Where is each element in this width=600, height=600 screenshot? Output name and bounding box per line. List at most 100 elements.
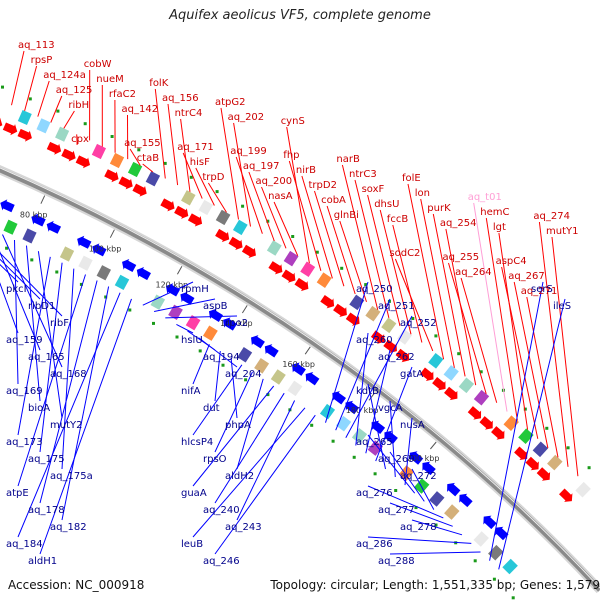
gc-marker (5, 246, 9, 250)
reverse-gene-arrow (384, 430, 398, 445)
gene-label-rpmh: rpmH (181, 284, 209, 295)
gene-label-rpsp: rpsP (31, 55, 53, 66)
cog-feature-box (254, 358, 270, 374)
gene-label-ribf: ribF (50, 318, 69, 329)
reverse-leader-line (17, 274, 86, 487)
gene-label-aq-276: aq_276 (356, 488, 393, 499)
reverse-gene-arrow (165, 283, 181, 297)
ruler-tick (109, 229, 115, 238)
forward-leader-line (485, 217, 518, 421)
gene-label-aq-252: aq_252 (400, 318, 437, 329)
gene-label-aq-199: aq_199 (230, 146, 267, 157)
accession-label: Accession: NC_000918 (8, 578, 145, 592)
gene-label-hslu: hslU (181, 335, 203, 346)
forward-leader-line (261, 186, 287, 249)
forward-leader-line (326, 205, 356, 295)
forward-leader-line (50, 95, 63, 123)
reverse-leader-line (39, 280, 98, 504)
gc-marker (104, 295, 108, 299)
forward-leader-line (407, 183, 445, 360)
gc-marker (266, 393, 270, 397)
cog-feature-box (443, 365, 459, 381)
reverse-gene-arrow (264, 344, 279, 358)
gc-marker (566, 446, 570, 450)
reverse-leader-line (61, 286, 110, 521)
gene-label-folk: folK (149, 78, 168, 89)
forward-gene-arrow (333, 303, 347, 318)
reverse-leader-line (325, 281, 369, 423)
cog-feature-box (127, 161, 143, 178)
cog-feature-box (215, 209, 231, 226)
gc-marker (434, 523, 438, 527)
reverse-leader-line (17, 292, 121, 538)
gene-label-aq-165: aq_165 (28, 352, 65, 363)
gene-label-bioa: bioA (28, 403, 50, 414)
reverse-gene-arrow (292, 362, 306, 376)
gene-label-atpg2: atpG2 (215, 97, 246, 108)
forward-leader-line (448, 262, 487, 395)
forward-gene-arrow (320, 295, 335, 309)
gene-label-lgt: lgt (493, 222, 506, 233)
gc-marker (545, 426, 549, 430)
reverse-leader-line (389, 502, 453, 527)
reverse-leader-line (498, 298, 566, 570)
reverse-leader-line (389, 451, 425, 502)
cog-feature-box (532, 441, 549, 458)
reverse-leader-line (0, 263, 19, 283)
gene-label-aq-286: aq_286 (356, 539, 393, 550)
cog-feature-box (150, 294, 166, 310)
cog-feature-box (414, 478, 430, 494)
gene-label-rpo2: rpo2 (225, 318, 248, 329)
reverse-leader-line (176, 323, 194, 334)
forward-leader-line (286, 126, 310, 264)
gene-label-aq-267: aq_267 (508, 271, 545, 282)
cog-feature-box (547, 454, 563, 471)
reverse-leader-line (0, 282, 19, 334)
gene-label-rpso: rpsO (203, 454, 227, 465)
gc-marker (198, 349, 202, 353)
gene-label-aq-156: aq_156 (162, 93, 199, 104)
forward-leader-line (392, 224, 423, 343)
gene-label-aspb: aspB (203, 301, 228, 312)
cog-feature-box (96, 265, 112, 281)
reverse-leader-line (367, 485, 444, 519)
reverse-leader-line (375, 366, 413, 462)
ruler-tick-label: 160 kbp (282, 360, 315, 369)
gc-marker (266, 219, 270, 223)
ruler-tick-label: 80 kbp (20, 211, 48, 220)
ruler-tick-label: 100 kbp (89, 244, 122, 253)
forward-leader-line (154, 88, 166, 179)
gene-label-aq-200: aq_200 (256, 176, 293, 187)
cog-feature-box (109, 152, 125, 169)
reverse-leader-line (192, 344, 210, 385)
gene-label-nasa: nasA (268, 191, 293, 202)
forward-gene-arrow (479, 416, 493, 430)
gc-marker (434, 334, 438, 338)
forward-leader-line (513, 281, 549, 449)
gc-marker (30, 258, 34, 262)
gene-label-ntrc4: ntrC4 (175, 108, 203, 119)
gene-label-nifa: nifA (181, 386, 201, 397)
gene-label-aq-271: aq_271 (521, 286, 558, 297)
cog-feature-box (145, 171, 161, 187)
gene-label-aq-113: aq_113 (18, 40, 55, 51)
cog-feature-box (397, 329, 413, 345)
forward-gene-arrow (61, 148, 76, 162)
ruler-tick-label: 140 kbp (220, 319, 253, 328)
forward-leader-line (379, 209, 412, 335)
forward-gene-arrow (46, 141, 62, 155)
gene-label-iles: ileS (553, 301, 571, 312)
gc-marker (315, 250, 319, 254)
gene-label-aldh2: aldH2 (225, 471, 254, 482)
forward-leader-line (11, 50, 25, 106)
gene-label-ctab: ctaB (137, 153, 160, 164)
forward-gene-arrow (174, 205, 189, 219)
gc-marker (479, 370, 483, 374)
gene-label-sodc2: sodC2 (389, 248, 420, 259)
gc-marker (128, 308, 132, 312)
forward-gene-arrow (525, 456, 539, 471)
cog-feature-box (428, 352, 444, 369)
reverse-leader-line (39, 298, 132, 555)
forward-leader-line (498, 232, 529, 430)
reverse-gene-arrow (136, 266, 151, 281)
